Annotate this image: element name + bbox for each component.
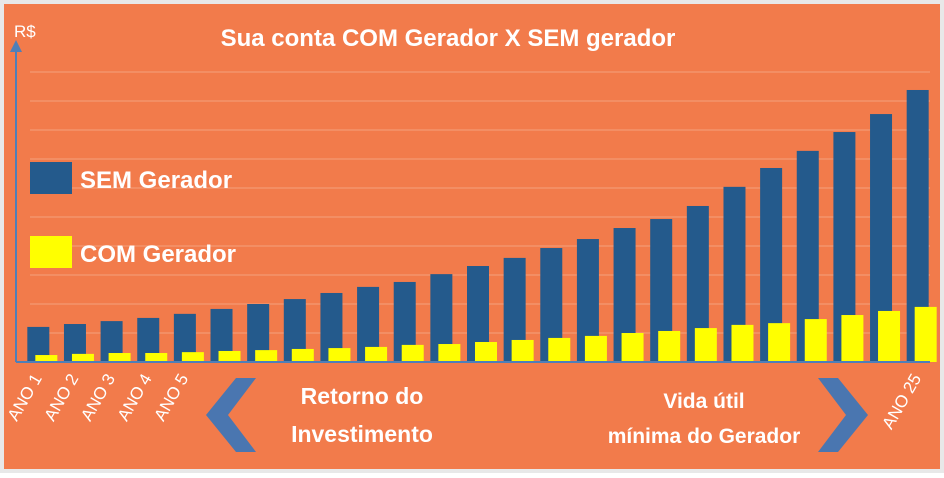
bar-sem-gerador — [503, 257, 526, 362]
bar-sem-gerador — [27, 326, 50, 362]
bar-com-gerador — [584, 335, 607, 362]
bar-com-gerador — [35, 355, 58, 362]
bar-sem-gerador — [796, 150, 819, 362]
bar-sem-gerador — [63, 324, 86, 362]
bar-sem-gerador — [870, 114, 893, 362]
bar-sem-gerador — [247, 304, 270, 362]
bar-sem-gerador — [613, 228, 636, 362]
legend-swatch-com-gerador — [30, 236, 72, 268]
bar-sem-gerador — [540, 248, 563, 362]
bar-sem-gerador — [467, 266, 489, 362]
bar-sem-gerador — [100, 321, 123, 362]
chevron-right-icon — [818, 378, 868, 452]
y-axis-label: R$ — [14, 22, 36, 41]
bar-com-gerador — [621, 333, 644, 362]
annotation-return-line1: Retorno do — [301, 383, 424, 409]
bar-com-gerador — [108, 353, 131, 362]
bar-com-gerador — [181, 352, 204, 362]
bar-com-gerador — [841, 315, 864, 362]
bar-com-gerador — [658, 330, 681, 362]
bar-com-gerador — [291, 348, 314, 362]
bar-com-gerador — [694, 328, 717, 362]
bar-sem-gerador — [357, 286, 380, 362]
bar-com-gerador — [914, 306, 937, 362]
bar-com-gerador — [328, 348, 351, 362]
bar-sem-gerador — [137, 317, 160, 362]
annotation-life-line1: Vida útil — [663, 390, 744, 413]
bar-com-gerador — [365, 346, 388, 362]
bar-sem-gerador — [650, 219, 673, 362]
bar-com-gerador — [511, 339, 534, 362]
legend: SEM Gerador COM Gerador — [30, 162, 236, 268]
annotation-return-line2: Investimento — [291, 421, 433, 447]
bar-sem-gerador — [393, 281, 416, 362]
bar-com-gerador — [401, 344, 424, 362]
bar-com-gerador — [768, 323, 791, 362]
bar-sem-gerador — [173, 313, 196, 362]
bar-com-gerador — [878, 310, 901, 362]
bar-com-gerador — [438, 344, 461, 362]
bar-sem-gerador — [210, 308, 233, 362]
bar-sem-gerador — [430, 274, 453, 362]
bars-group — [27, 89, 937, 362]
bar-sem-gerador — [906, 89, 929, 362]
bar-com-gerador — [71, 353, 94, 362]
annotation-life-line2: mínima do Gerador — [608, 425, 801, 448]
legend-swatch-sem-gerador — [30, 162, 72, 194]
bar-sem-gerador — [320, 292, 343, 362]
bar-sem-gerador — [723, 186, 746, 362]
legend-label-com-gerador: COM Gerador — [80, 241, 236, 268]
bar-com-gerador — [218, 350, 241, 362]
bar-sem-gerador — [833, 132, 856, 362]
bar-sem-gerador — [576, 239, 599, 362]
bar-com-gerador — [255, 350, 278, 362]
y-axis-arrow — [10, 40, 22, 52]
axes — [10, 40, 930, 363]
bar-com-gerador — [548, 337, 571, 362]
chart-title: Sua conta COM Gerador X SEM gerador — [221, 25, 676, 52]
bar-sem-gerador — [760, 167, 783, 362]
bar-sem-gerador — [283, 299, 306, 362]
chevron-left-icon — [206, 378, 256, 452]
bar-com-gerador — [475, 341, 497, 362]
bar-sem-gerador — [686, 205, 709, 362]
bar-com-gerador — [145, 353, 168, 362]
bar-com-gerador — [731, 324, 754, 362]
bar-com-gerador — [804, 319, 827, 362]
legend-label-sem-gerador: SEM Gerador — [80, 167, 232, 194]
